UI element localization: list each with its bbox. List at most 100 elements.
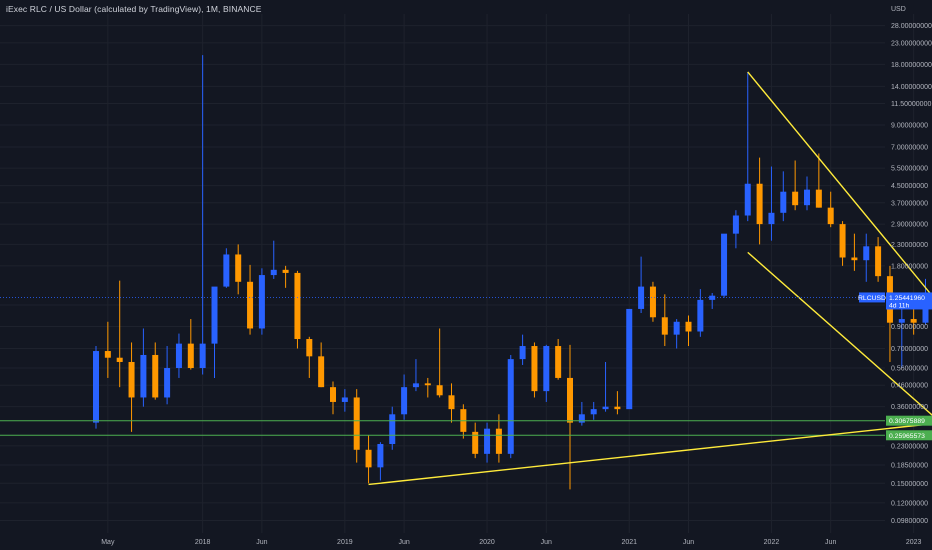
candle-body xyxy=(602,406,609,410)
candle xyxy=(638,256,645,314)
x-tick-label: Jun xyxy=(541,539,552,546)
candle xyxy=(531,342,538,398)
candle-body xyxy=(910,319,917,323)
bar-countdown: 4d 11h xyxy=(889,302,910,309)
candles xyxy=(93,55,929,490)
candle xyxy=(424,377,431,398)
candle xyxy=(472,422,479,459)
candle-body xyxy=(922,297,929,323)
candle-body xyxy=(875,246,882,277)
candle-body xyxy=(270,269,277,276)
candle-body xyxy=(519,346,526,360)
support-price-value: 0.30675889 xyxy=(889,418,925,425)
y-tick-label: 0.36000000 xyxy=(891,404,928,411)
candle xyxy=(626,308,633,410)
x-tick-label: 2020 xyxy=(479,539,495,546)
x-tick-label: 2022 xyxy=(764,539,780,546)
candle xyxy=(780,171,787,222)
x-tick-label: Jun xyxy=(398,539,409,546)
candle xyxy=(341,389,348,412)
candle xyxy=(164,346,171,405)
candle-body xyxy=(839,224,846,258)
x-tick-label: May xyxy=(101,539,115,546)
candle-body xyxy=(140,354,147,398)
chart-title: iExec RLC / US Dollar (calculated by Tra… xyxy=(6,4,262,14)
candle-body xyxy=(484,428,491,454)
y-tick-label: 4.50000000 xyxy=(891,183,928,190)
candle xyxy=(187,319,194,370)
candle-body xyxy=(247,281,254,329)
candle xyxy=(223,248,230,288)
candle xyxy=(614,391,621,415)
candle-body xyxy=(626,308,633,410)
candle-body xyxy=(827,207,834,225)
candle-body xyxy=(815,189,822,208)
candle-body xyxy=(187,343,194,369)
candle xyxy=(484,422,491,463)
candle xyxy=(365,435,372,484)
currency-label: USD xyxy=(891,6,906,13)
x-axis[interactable]: May 2018 Jun 2019 Jun 2020 Jun 2021 Jun 2022 Jun 20… xyxy=(101,539,932,546)
candle-body xyxy=(341,397,348,402)
candle xyxy=(258,268,265,335)
candle-body xyxy=(294,272,301,340)
candle xyxy=(768,166,775,241)
y-tick-label: 0.70000000 xyxy=(891,346,928,353)
x-tick-label: 2023 xyxy=(906,539,922,546)
y-tick-label: 18.00000000 xyxy=(891,62,932,69)
candle-body xyxy=(330,387,336,402)
candle-body xyxy=(436,385,443,396)
candle xyxy=(353,389,360,463)
symbol-tag-label: RLCUSD xyxy=(858,295,886,302)
candle-body xyxy=(353,397,360,450)
candle xyxy=(436,328,443,398)
x-tick-label: Jun xyxy=(825,539,836,546)
candle-body xyxy=(318,356,325,388)
candle-body xyxy=(543,346,550,392)
candle xyxy=(377,442,384,481)
candle-body xyxy=(365,449,372,468)
y-tick-label: 1.80000000 xyxy=(891,263,928,270)
current-price-tag xyxy=(886,292,932,310)
y-tick-label: 5.50000000 xyxy=(891,166,928,173)
candle xyxy=(732,210,739,249)
candle xyxy=(330,381,336,415)
candle xyxy=(175,333,182,378)
candle xyxy=(649,281,656,322)
candle xyxy=(152,342,159,400)
candle xyxy=(756,157,763,245)
support-price-tag xyxy=(886,430,932,441)
x-tick-label: 2021 xyxy=(621,539,637,546)
candle-body xyxy=(590,409,597,415)
candle-body xyxy=(495,428,502,454)
candle-body xyxy=(472,431,479,454)
candle-body xyxy=(116,357,123,362)
y-tick-label: 0.46000000 xyxy=(891,383,928,390)
candle xyxy=(116,280,123,388)
candle-body xyxy=(175,343,182,369)
candle-body xyxy=(258,275,265,329)
candle xyxy=(744,71,751,222)
candle-body xyxy=(412,383,419,388)
candle xyxy=(602,361,609,412)
candle xyxy=(721,233,728,298)
candle-body xyxy=(614,406,621,410)
current-price-value: 1.25441960 xyxy=(889,295,925,302)
grid xyxy=(0,14,915,533)
y-tick-label: 0.56000000 xyxy=(891,366,928,373)
candle xyxy=(709,292,716,309)
candle-body xyxy=(424,383,431,386)
candle-body xyxy=(863,246,870,261)
price-axis[interactable]: USD 28.00000000 23.00000000 18.00000000 14.… xyxy=(891,6,932,525)
candle xyxy=(460,404,467,439)
y-tick-label: 23.00000000 xyxy=(891,40,932,47)
candle xyxy=(93,346,99,429)
symbol-tag xyxy=(859,292,885,303)
candle-body xyxy=(389,414,396,445)
y-tick-label: 0.18500000 xyxy=(891,462,928,469)
candle xyxy=(507,354,514,459)
candle-body xyxy=(104,351,111,358)
candle xyxy=(697,289,704,337)
